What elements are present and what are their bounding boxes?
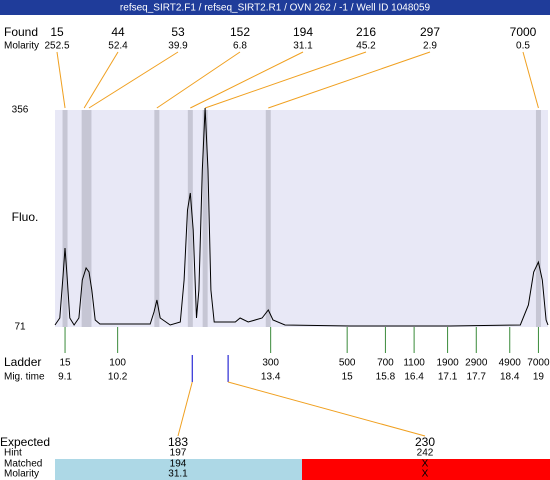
peak-band bbox=[187, 110, 193, 327]
peak-band bbox=[265, 110, 271, 327]
peak-size: 15 bbox=[50, 25, 64, 39]
peak-connector bbox=[88, 51, 179, 109]
peak-size: 194 bbox=[293, 25, 313, 39]
peak-connector bbox=[268, 51, 431, 109]
peak-molarity: 31.1 bbox=[293, 41, 313, 52]
ladder-size: 4900 bbox=[499, 358, 522, 369]
expected-molarity: 31.1 bbox=[168, 469, 188, 480]
peak-band bbox=[202, 110, 208, 327]
expected-connector bbox=[227, 381, 426, 437]
peak-band bbox=[86, 110, 92, 327]
ladder-time: 15.8 bbox=[376, 372, 396, 383]
peak-band bbox=[535, 110, 541, 327]
peak-molarity: 6.8 bbox=[233, 41, 247, 52]
y-tick-label: 71 bbox=[14, 322, 26, 333]
ladder-time: 9.1 bbox=[58, 372, 72, 383]
matched-label: Matched bbox=[4, 459, 42, 470]
mig-time-label: Mig. time bbox=[4, 372, 45, 383]
ladder-label: Ladder bbox=[4, 355, 41, 369]
ladder-time: 17.1 bbox=[438, 372, 458, 383]
y-tick-label: 356 bbox=[12, 105, 29, 116]
peak-size: 216 bbox=[356, 25, 376, 39]
ladder-size: 300 bbox=[262, 358, 279, 369]
plot-area bbox=[55, 110, 548, 327]
peak-molarity: 2.9 bbox=[423, 41, 437, 52]
peak-size: 53 bbox=[171, 25, 185, 39]
peak-connector bbox=[56, 51, 66, 109]
ladder-size: 100 bbox=[109, 358, 126, 369]
molarity-label: Molarity bbox=[4, 41, 39, 52]
peak-band bbox=[154, 110, 160, 327]
peak-molarity: 39.9 bbox=[168, 41, 188, 52]
peak-molarity: 45.2 bbox=[356, 41, 376, 52]
hint-label: Hint bbox=[4, 448, 22, 459]
title: refseq_SIRT2.F1 / refseq_SIRT2.R1 / OVN … bbox=[120, 3, 431, 14]
ladder-size: 500 bbox=[339, 358, 356, 369]
ladder-size: 700 bbox=[377, 358, 394, 369]
molarity-label: Molarity bbox=[4, 469, 39, 480]
expected-size: 230 bbox=[415, 435, 435, 449]
expected-label: Expected bbox=[0, 435, 50, 449]
expected-connector bbox=[177, 381, 193, 437]
ladder-size: 2900 bbox=[465, 358, 488, 369]
peak-connector bbox=[156, 51, 241, 109]
match-box bbox=[55, 459, 302, 480]
peak-connector bbox=[204, 51, 367, 109]
ladder-time: 15 bbox=[342, 372, 354, 383]
peak-size: 297 bbox=[420, 25, 440, 39]
peak-connector bbox=[190, 51, 304, 109]
expected-matched: X bbox=[422, 459, 429, 470]
peak-connector bbox=[83, 51, 119, 109]
expected-molarity: X bbox=[422, 469, 429, 480]
peak-size: 152 bbox=[230, 25, 250, 39]
peak-band bbox=[81, 110, 87, 327]
peak-connector bbox=[522, 51, 539, 109]
ladder-time: 10.2 bbox=[108, 372, 128, 383]
expected-size: 183 bbox=[168, 435, 188, 449]
trace bbox=[54, 107, 549, 327]
match-box bbox=[302, 459, 550, 480]
peak-molarity: 52.4 bbox=[108, 41, 128, 52]
peak-band bbox=[62, 110, 68, 327]
peak-molarity: 0.5 bbox=[516, 41, 530, 52]
expected-hint: 242 bbox=[417, 448, 434, 459]
expected-matched: 194 bbox=[170, 459, 187, 470]
ladder-time: 18.4 bbox=[500, 372, 520, 383]
ladder-time: 16.4 bbox=[404, 372, 424, 383]
ladder-size: 7000 bbox=[527, 358, 550, 369]
peak-molarity: 252.5 bbox=[44, 41, 69, 52]
title-bar bbox=[0, 0, 550, 15]
peak-size: 44 bbox=[111, 25, 125, 39]
found-label: Found bbox=[4, 25, 38, 39]
expected-hint: 197 bbox=[170, 448, 187, 459]
ladder-time: 17.7 bbox=[467, 372, 487, 383]
peak-size: 7000 bbox=[510, 25, 537, 39]
ladder-size: 1900 bbox=[436, 358, 459, 369]
ladder-time: 19 bbox=[533, 372, 545, 383]
y-axis-label: Fluo. bbox=[12, 210, 39, 224]
ladder-size: 15 bbox=[59, 358, 71, 369]
ladder-size: 1100 bbox=[403, 358, 425, 369]
ladder-time: 13.4 bbox=[261, 372, 281, 383]
